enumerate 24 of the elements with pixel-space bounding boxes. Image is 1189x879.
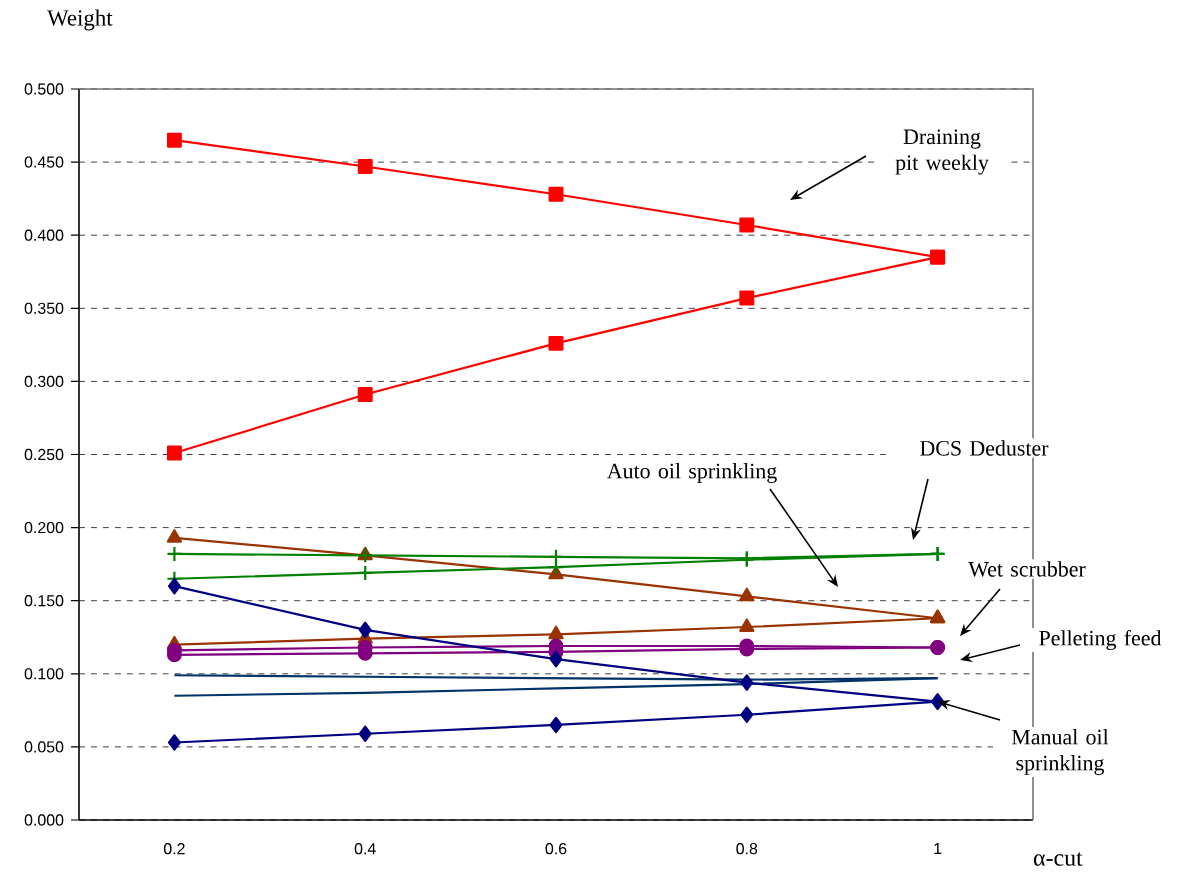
y-tick-label: 0.400 — [24, 229, 64, 241]
y-axis-title: Weight — [47, 9, 113, 31]
text: Pelleting feed — [1039, 629, 1162, 651]
x-tick-label: 1 — [934, 843, 942, 855]
x-tick-label: 0.4 — [354, 843, 376, 855]
annotation: Draining pit weekly — [895, 129, 989, 175]
y-tick-label: 0.100 — [24, 668, 64, 680]
y-tick-label: 0.200 — [24, 521, 64, 534]
y-tick-label: 0.150 — [24, 595, 64, 607]
y-tick-label: 0.300 — [24, 375, 64, 388]
y-tick-label: 0.500 — [24, 83, 64, 95]
y-tick-label: 0.250 — [24, 448, 64, 461]
y-tick-label: 0.050 — [24, 741, 64, 753]
y-tick-label: 0.350 — [24, 302, 64, 314]
x-tick-label: 0.6 — [545, 843, 567, 855]
annotation: Wet scrubber — [968, 561, 1086, 577]
x-tick-label: 0.2 — [163, 843, 185, 855]
y-tick-label: 0.000 — [24, 814, 64, 826]
y-tick-label: 0.450 — [24, 156, 64, 168]
x-axis-title: α-cut — [1033, 852, 1083, 866]
x-tick-label: 0.8 — [736, 843, 758, 855]
annotation: DCS Deduster — [920, 440, 1049, 456]
annotation: Manual oil sprinkling — [1011, 729, 1109, 775]
annotation: Auto oil sprinkling — [606, 463, 777, 483]
